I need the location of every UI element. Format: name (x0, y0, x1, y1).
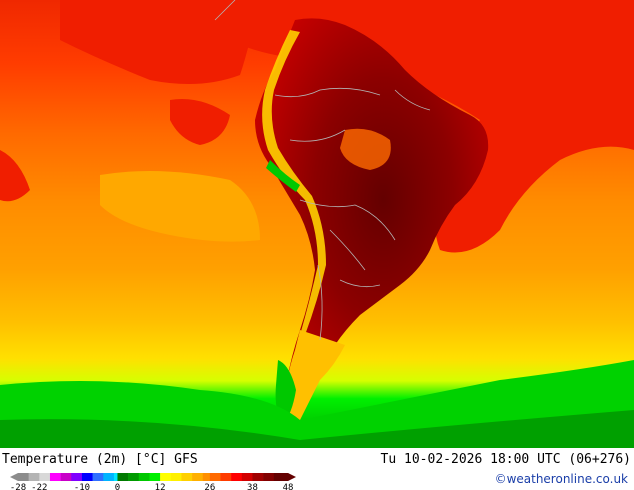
legend-band (92, 473, 104, 481)
legend-arrow-left (10, 473, 18, 481)
legend-band (149, 473, 161, 481)
legend-band (181, 473, 193, 481)
legend-tick-label: -28 (10, 483, 26, 490)
legend-band (49, 473, 61, 481)
south-america-land (255, 18, 489, 420)
legend-band (160, 473, 172, 481)
forecast-datetime: Tu 10-02-2026 18:00 UTC (06+276) (380, 452, 631, 467)
legend-band (170, 473, 182, 481)
color-legend: -28 -22 -10 0 12 26 38 48 (10, 473, 296, 490)
legend-band (39, 473, 51, 481)
legend-tick-label: 0 (115, 483, 120, 490)
legend-band (209, 473, 221, 481)
legend-tick-label: 12 (155, 483, 166, 490)
legend-tick-label: -10 (74, 483, 90, 490)
legend-band (231, 473, 243, 481)
legend-band (60, 473, 72, 481)
legend-tick-label: -22 (31, 483, 47, 490)
legend-band (241, 473, 253, 481)
legend-band (192, 473, 204, 481)
legend-band (117, 473, 129, 481)
credit-link[interactable]: ©weatheronline.co.uk (494, 472, 628, 486)
legend-band (273, 473, 289, 481)
legend-band (103, 473, 115, 481)
legend-band (28, 473, 40, 481)
warm-pacific-patch (170, 99, 230, 145)
andes-green (266, 160, 300, 192)
legend-arrow-right (288, 473, 296, 481)
legend-band (18, 473, 29, 481)
cool-pacific-tongue (100, 171, 260, 242)
country-borders (214, 0, 431, 341)
legend-band (71, 473, 83, 481)
map-title: Temperature (2m) [°C] GFS (2, 452, 198, 467)
warm-west-patch (0, 150, 30, 202)
warm-pacific-top (60, 0, 250, 84)
legend-band (138, 473, 150, 481)
legend-band (113, 473, 118, 481)
legend-band (128, 473, 140, 481)
interior-hotspot (340, 128, 391, 170)
legend-band (252, 473, 264, 481)
temperature-map (0, 0, 634, 448)
map-footer: Temperature (2m) [°C] GFS Tu 10-02-2026 … (0, 448, 634, 490)
legend-tick-label: 48 (283, 483, 294, 490)
legend-tick-label: 26 (204, 483, 215, 490)
legend-band (263, 473, 275, 481)
patagonia (282, 330, 345, 422)
legend-band (220, 473, 232, 481)
warm-atlantic-band (230, 0, 634, 253)
legend-band (202, 473, 211, 481)
legend-band (81, 473, 93, 481)
legend-tick-label: 38 (247, 483, 258, 490)
colder-south-band (0, 410, 634, 448)
